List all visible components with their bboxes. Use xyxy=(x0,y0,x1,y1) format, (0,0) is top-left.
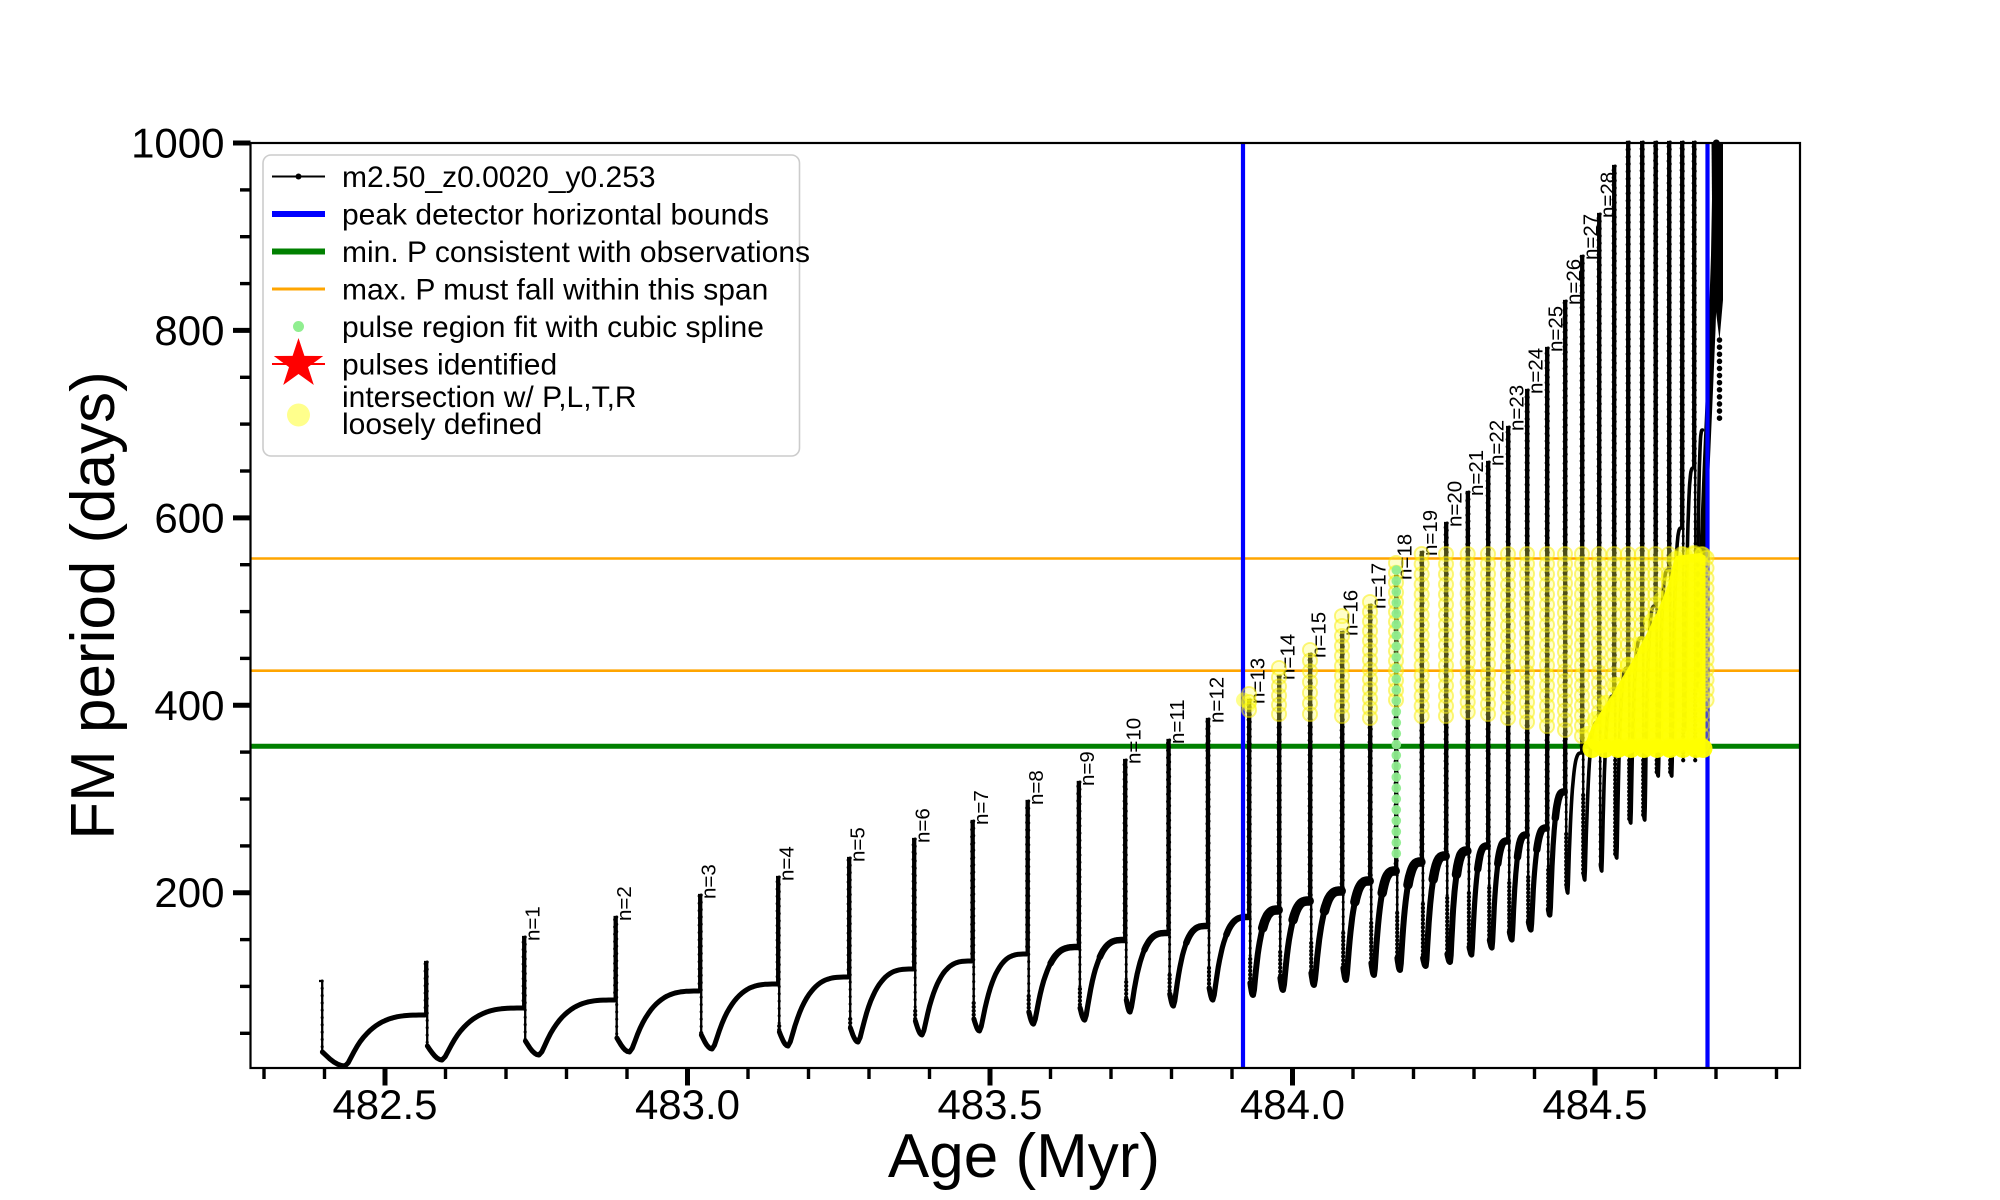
svg-text:200: 200 xyxy=(154,869,224,916)
svg-text:n=8: n=8 xyxy=(1025,770,1048,805)
svg-text:n=3: n=3 xyxy=(698,864,721,899)
svg-text:n=5: n=5 xyxy=(847,827,870,862)
svg-text:n=16: n=16 xyxy=(1340,590,1363,636)
svg-text:pulse region fit with cubic sp: pulse region fit with cubic spline xyxy=(342,311,764,344)
svg-text:400: 400 xyxy=(154,682,224,729)
svg-text:n=6: n=6 xyxy=(912,808,935,843)
svg-text:n=11: n=11 xyxy=(1166,699,1189,744)
svg-text:484.5: 484.5 xyxy=(1542,1081,1647,1128)
svg-text:n=23: n=23 xyxy=(1506,385,1529,431)
svg-text:n=19: n=19 xyxy=(1419,510,1442,556)
svg-text:loosely defined: loosely defined xyxy=(342,408,542,441)
svg-text:Age (Myr): Age (Myr) xyxy=(888,1122,1160,1191)
svg-text:min. P consistent with observa: min. P consistent with observations xyxy=(342,236,810,269)
svg-text:n=9: n=9 xyxy=(1076,751,1099,786)
svg-text:484.0: 484.0 xyxy=(1240,1081,1345,1128)
svg-text:n=24: n=24 xyxy=(1525,348,1548,394)
svg-text:n=10: n=10 xyxy=(1123,718,1146,764)
svg-text:800: 800 xyxy=(154,307,224,354)
svg-text:483.5: 483.5 xyxy=(937,1081,1042,1128)
svg-text:1000: 1000 xyxy=(131,120,224,167)
svg-text:n=27: n=27 xyxy=(1580,214,1603,260)
svg-text:n=13: n=13 xyxy=(1247,658,1270,704)
svg-text:482.5: 482.5 xyxy=(332,1081,437,1128)
svg-text:n=2: n=2 xyxy=(613,886,636,921)
svg-text:n=21: n=21 xyxy=(1465,450,1488,496)
svg-text:n=17: n=17 xyxy=(1368,563,1391,609)
svg-text:n=12: n=12 xyxy=(1205,677,1228,723)
svg-text:n=4: n=4 xyxy=(776,846,799,881)
svg-text:pulses identified: pulses identified xyxy=(342,349,557,382)
svg-text:intersection w/ P,L,T,R: intersection w/ P,L,T,R xyxy=(342,381,637,414)
svg-text:n=25: n=25 xyxy=(1545,306,1568,352)
svg-text:n=1: n=1 xyxy=(522,906,545,941)
svg-text:n=22: n=22 xyxy=(1486,420,1509,466)
svg-text:600: 600 xyxy=(154,494,224,541)
svg-text:n=26: n=26 xyxy=(1563,259,1586,305)
svg-text:n=28: n=28 xyxy=(1597,172,1620,218)
svg-text:483.0: 483.0 xyxy=(635,1081,740,1128)
svg-text:peak detector horizontal bound: peak detector horizontal bounds xyxy=(342,199,769,232)
svg-text:n=20: n=20 xyxy=(1444,481,1467,527)
svg-text:m2.50_z0.0020_y0.253: m2.50_z0.0020_y0.253 xyxy=(342,161,656,194)
svg-text:max. P must fall within this s: max. P must fall within this span xyxy=(342,274,768,307)
svg-text:n=7: n=7 xyxy=(970,790,993,825)
svg-text:FM period (days): FM period (days) xyxy=(59,371,128,840)
svg-text:n=15: n=15 xyxy=(1308,612,1331,658)
svg-text:n=14: n=14 xyxy=(1277,634,1300,680)
